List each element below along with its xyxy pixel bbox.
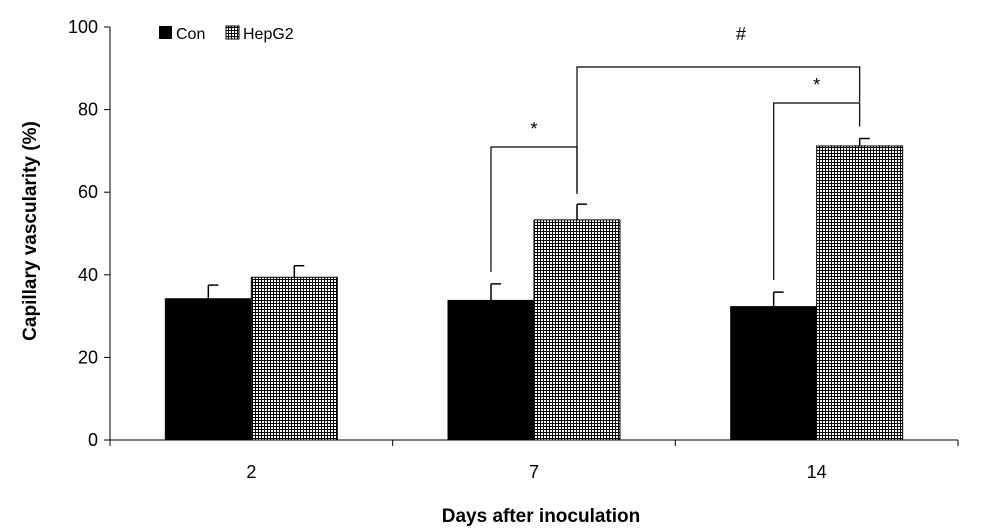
error-bars bbox=[207, 137, 870, 307]
bar-hepg2-2 bbox=[250, 276, 338, 441]
bar-hepg2-7 bbox=[533, 219, 621, 441]
significance-marker: * bbox=[530, 119, 537, 139]
significance-brackets: * * # bbox=[490, 24, 861, 281]
bar-con-14 bbox=[730, 306, 818, 441]
bar-con-7 bbox=[447, 299, 535, 441]
legend-label-con: Con bbox=[176, 26, 205, 43]
significance-marker: # bbox=[736, 24, 746, 44]
significance-bracket bbox=[773, 102, 861, 281]
significance-marker: * bbox=[813, 75, 820, 95]
axes: 0 20 40 60 80 100 2 7 14 bbox=[68, 17, 959, 482]
y-tick-label: 60 bbox=[78, 182, 98, 202]
x-tick-label: 2 bbox=[246, 462, 256, 482]
legend-label-hepg2: HepG2 bbox=[243, 26, 294, 43]
bar-hepg2-14 bbox=[816, 145, 904, 441]
y-tick-label: 80 bbox=[78, 100, 98, 120]
y-tick-label: 0 bbox=[88, 430, 98, 450]
y-tick-label: 100 bbox=[68, 17, 98, 37]
bar-con-2 bbox=[164, 298, 252, 441]
x-tick-label: 14 bbox=[807, 462, 827, 482]
y-tick-label: 20 bbox=[78, 347, 98, 367]
legend-swatch-hepg2 bbox=[225, 25, 240, 40]
y-tick-label: 40 bbox=[78, 265, 98, 285]
legend: Con HepG2 bbox=[159, 25, 294, 43]
legend-swatch-con bbox=[159, 26, 172, 39]
bars bbox=[164, 145, 904, 441]
y-axis-title: Capillary vascularity (%) bbox=[20, 121, 41, 341]
significance-bracket bbox=[576, 66, 861, 194]
x-tick-label: 7 bbox=[529, 462, 539, 482]
x-axis-title: Days after inoculation bbox=[442, 506, 641, 527]
